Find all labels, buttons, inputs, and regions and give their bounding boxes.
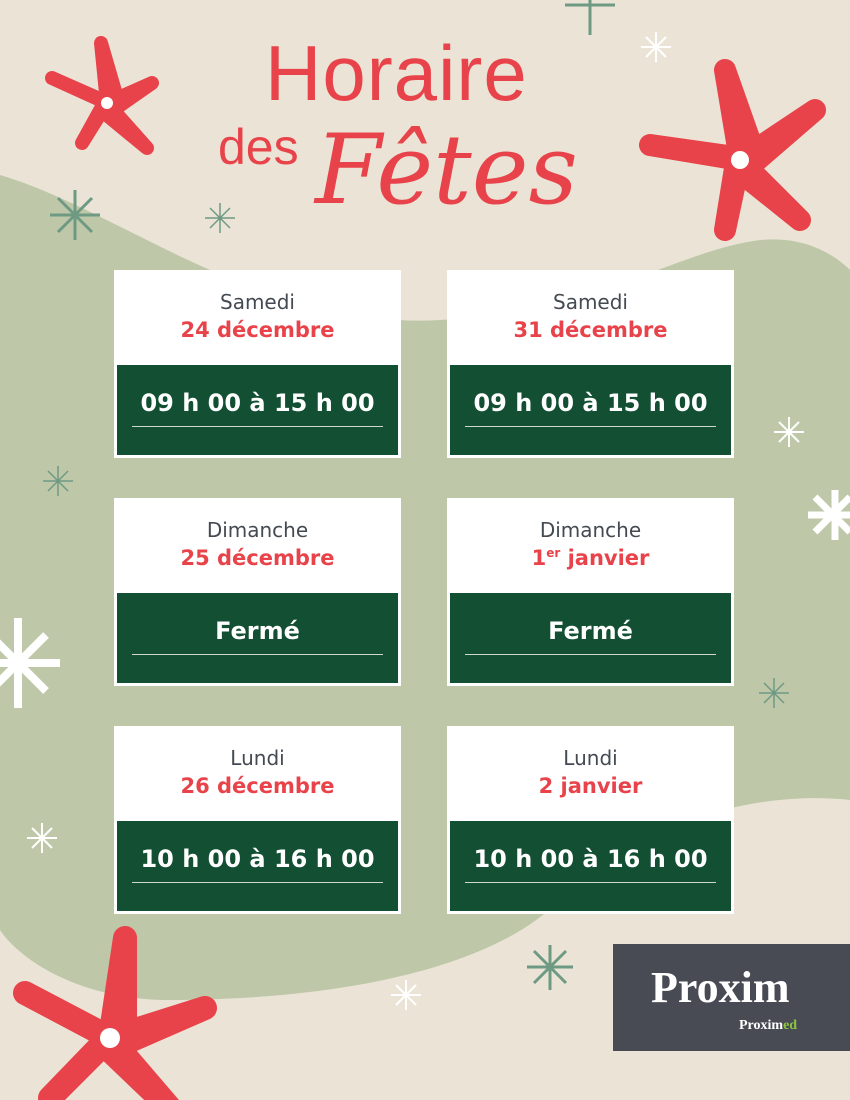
card-day: Samedi [220,290,295,314]
schedule-card: Samedi 31 décembre 09 h 00 à 15 h 00 [447,270,734,458]
date-number: 1 [531,546,547,570]
card-day: Lundi [230,746,285,770]
divider [132,654,383,655]
logo-sub-brand: Proximed [739,1018,797,1034]
card-day: Lundi [563,746,618,770]
poinsettia-icon [45,36,159,155]
card-hours: Fermé [215,617,300,645]
divider [132,426,383,427]
schedule-card: Samedi 24 décembre 09 h 00 à 15 h 00 [114,270,401,458]
card-date: 24 décembre [180,318,335,342]
logo-brand: Proxim [651,963,790,1012]
schedule-card: Dimanche 1er janvier Fermé [447,498,734,686]
card-hours: 09 h 00 à 15 h 00 [473,389,708,417]
divider [465,426,716,427]
card-hours: 10 h 00 à 16 h 00 [140,845,375,873]
divider [132,882,383,883]
date-ordinal: er [546,546,561,560]
card-date: 1er janvier [450,546,731,570]
divider [465,882,716,883]
sparkle-icon [0,32,850,1010]
proxim-logo: Proxim Proximed [613,944,850,1051]
card-date: 31 décembre [513,318,668,342]
card-day: Samedi [553,290,628,314]
schedule-card: Dimanche 25 décembre Fermé [114,498,401,686]
title-horaire: Horaire [265,29,528,117]
card-hours: 10 h 00 à 16 h 00 [473,845,708,873]
title-fetes: Fêtes [315,114,578,226]
card-date: 26 décembre [180,774,335,798]
card-hours-panel: Fermé [117,593,398,683]
card-hours: Fermé [548,617,633,645]
logo-sub-b: ed [783,1018,798,1033]
logo-sub-a: Proxim [739,1018,784,1033]
title-des: des [218,119,299,175]
poinsettia-icon [639,59,826,241]
card-hours-panel: 10 h 00 à 16 h 00 [450,821,731,911]
card-day: Dimanche [539,518,642,542]
card-day: Dimanche [206,518,309,542]
card-hours-panel: 09 h 00 à 15 h 00 [450,365,731,455]
card-hours: 09 h 00 à 15 h 00 [140,389,375,417]
card-hours-panel: 09 h 00 à 15 h 00 [117,365,398,455]
snowflake-icon [43,0,789,990]
card-hours-panel: Fermé [450,593,731,683]
date-month: janvier [560,546,650,570]
card-hours-panel: 10 h 00 à 16 h 00 [117,821,398,911]
divider [465,654,716,655]
card-date: 2 janvier [538,774,643,798]
schedule-card: Lundi 26 décembre 10 h 00 à 16 h 00 [114,726,401,914]
card-date: 25 décembre [180,546,335,570]
poinsettia-icon [13,926,217,1100]
schedule-card: Lundi 2 janvier 10 h 00 à 16 h 00 [447,726,734,914]
